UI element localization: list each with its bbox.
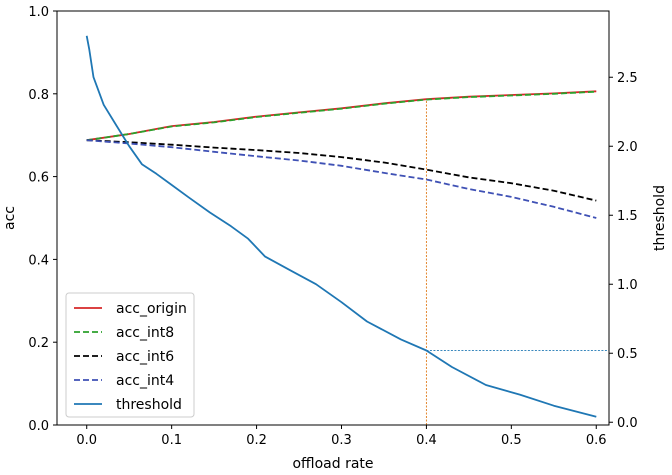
x-tick-label: 0.0 bbox=[76, 433, 97, 448]
x-tick-label: 0.5 bbox=[501, 433, 522, 448]
y-left-tick-label: 0.8 bbox=[28, 88, 49, 103]
series-line-acc-origin bbox=[86, 90, 597, 142]
series-line-threshold bbox=[85, 35, 597, 418]
x-tick-label: 0.2 bbox=[246, 433, 267, 448]
y-right-tick-label: 1.0 bbox=[617, 278, 638, 293]
legend-label-threshold: threshold bbox=[116, 397, 182, 413]
legend: acc_origin acc_int8 acc_int6 acc_int4thresh… bbox=[65, 292, 195, 418]
y-axis-left-title: acc bbox=[2, 206, 18, 230]
series-line-acc-int8 bbox=[86, 90, 597, 142]
y-axis-right-title: threshold bbox=[652, 185, 668, 251]
series-line-acc-int6 bbox=[86, 139, 597, 202]
y-right-tick-label: 1.5 bbox=[617, 209, 638, 224]
y-left-tick-label: 1.0 bbox=[28, 5, 49, 20]
y-right-tick-label: 2.0 bbox=[617, 140, 638, 155]
y-left-tick-label: 0.6 bbox=[28, 171, 49, 186]
y-left-tick-label: 0.0 bbox=[28, 419, 49, 434]
legend-label-acc-origin: acc_origin bbox=[116, 301, 187, 317]
x-tick-label: 0.1 bbox=[161, 433, 182, 448]
legend-label-acc-int8: acc_int8 bbox=[116, 325, 174, 341]
x-tick-label: 0.3 bbox=[331, 433, 352, 448]
series-line-acc-int4 bbox=[86, 139, 597, 219]
annotation-layer bbox=[425, 99, 609, 425]
legend-label-acc-int6: acc_int6 bbox=[116, 349, 174, 365]
y-left-tick-label: 0.2 bbox=[28, 336, 49, 351]
plot-frame bbox=[56, 10, 610, 426]
y-right-tick-label: 0.0 bbox=[617, 416, 638, 431]
x-tick-label: 0.6 bbox=[586, 433, 607, 448]
tick-layer: 0.0 0.1 0.2 0.3 0.4 0.5 0.6 0.0 0.2 0.4 0.6 0.8 1.0 0… bbox=[28, 5, 637, 448]
y-right-tick-label: 0.5 bbox=[617, 347, 638, 362]
x-tick-label: 0.4 bbox=[416, 433, 437, 448]
y-right-tick-label: 2.5 bbox=[617, 71, 638, 86]
legend-label-acc-int4: acc_int4 bbox=[116, 373, 174, 389]
y-left-tick-label: 0.4 bbox=[28, 253, 49, 268]
x-axis-title: offload rate bbox=[292, 456, 373, 472]
series-layer bbox=[85, 35, 597, 418]
legend-box bbox=[65, 292, 195, 418]
